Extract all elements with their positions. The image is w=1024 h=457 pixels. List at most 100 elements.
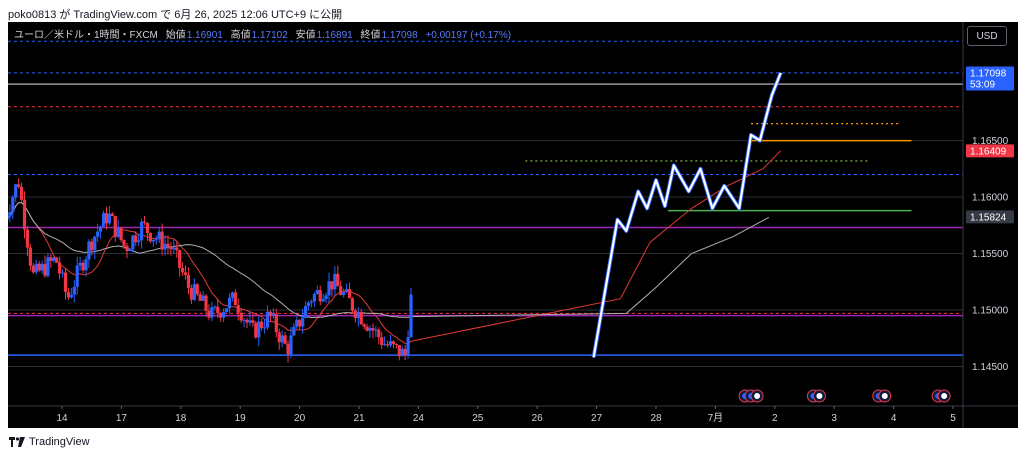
x-tick-label: 14: [56, 413, 68, 424]
candle-body: [227, 297, 232, 309]
price-label-bg: [966, 66, 1014, 91]
candle-body: [186, 275, 191, 288]
candle-body: [309, 301, 314, 303]
candle-body: [198, 294, 202, 301]
candle-body: [8, 216, 9, 220]
candle-body: [151, 239, 155, 242]
candle-body: [37, 263, 41, 271]
candle-body: [254, 322, 258, 338]
candle-body: [116, 227, 120, 237]
swing-path-outline: [591, 72, 783, 358]
candle-body: [104, 213, 109, 224]
low-value: 1.16891: [316, 30, 353, 41]
currency-button[interactable]: USD: [967, 26, 1007, 46]
chart-frame[interactable]: 1.14500 1.15000 1.15500 1.16000 1.16500 1.170…: [8, 22, 1018, 428]
low-label: 安値: [295, 30, 316, 41]
candle-body: [327, 281, 331, 296]
candle-body: [72, 286, 76, 295]
candle-body: [303, 306, 308, 318]
x-tick-label: 18: [175, 413, 187, 424]
candle-body: [69, 294, 73, 298]
candle-body: [181, 267, 185, 273]
price-label-bg: [966, 210, 1014, 224]
symbol-name: ユーロ／米ドル・1時間・FXCM: [14, 30, 158, 41]
x-tick-label: 24: [413, 413, 425, 424]
candle-body: [274, 313, 278, 333]
candle-body: [178, 250, 182, 268]
candle-body: [49, 257, 53, 261]
candle-body: [222, 312, 226, 318]
candle-body: [324, 295, 328, 300]
candle-body: [189, 287, 193, 300]
symbol-legend: ユーロ／米ドル・1時間・FXCM 始値1.16901 高値1.17102 安値1…: [14, 26, 511, 41]
price-chart[interactable]: 1.14500 1.15000 1.15500 1.16000 1.16500 1.170…: [8, 22, 1018, 428]
x-axis: 14 17 18 19 20 21 24 25 26 27 28 7月 2 3 4 5: [8, 405, 1018, 424]
candle-body: [330, 281, 334, 290]
ma-slow-line: [8, 201, 412, 318]
candle-body: [131, 235, 135, 250]
candle-body: [403, 348, 407, 356]
flag-icon: [941, 393, 948, 399]
candle-body: [101, 213, 106, 227]
candle-body: [84, 259, 88, 271]
footer-brand: TradingView: [29, 436, 90, 448]
candle-body: [283, 335, 287, 344]
candle-body: [169, 246, 173, 250]
candle-body: [339, 286, 343, 296]
candle-body: [125, 245, 129, 252]
candle-body: [148, 232, 153, 242]
candle-body: [43, 263, 47, 276]
candle-body: [365, 326, 369, 331]
x-tick-label: 2: [772, 413, 778, 424]
candle-body: [134, 235, 138, 243]
candle-body: [257, 321, 261, 338]
candle-body: [248, 320, 252, 323]
x-tick-label: 28: [650, 413, 662, 424]
x-tick-label: 20: [294, 413, 306, 424]
candle-body: [368, 328, 372, 331]
x-tick-label: 21: [353, 413, 365, 424]
candle-body: [172, 247, 176, 250]
open-value: 1.16901: [186, 30, 223, 41]
candle-body: [28, 247, 32, 266]
grid: [8, 140, 963, 367]
y-tick-label: 1.15000: [972, 306, 1009, 317]
candle-body: [342, 292, 346, 296]
y-tick-label: 1.15500: [972, 249, 1009, 260]
candle-body: [93, 236, 97, 251]
candle-body: [216, 306, 220, 313]
candle-body: [128, 249, 132, 252]
price-label-countdown: 53:09: [970, 80, 995, 91]
candle-body: [306, 302, 311, 307]
candle-body: [280, 335, 284, 343]
candle-body: [78, 262, 82, 266]
y-tick-label: 1.16500: [972, 136, 1009, 147]
price-label-bg: [966, 144, 1014, 158]
candle-body: [277, 332, 281, 343]
candle-body: [22, 199, 27, 230]
candle-body: [140, 221, 144, 241]
high-value: 1.17102: [251, 30, 288, 41]
x-tick-label: 25: [472, 413, 484, 424]
candle-body: [87, 241, 91, 260]
candle-body: [195, 284, 199, 295]
candle-body: [154, 239, 158, 241]
candle-body: [192, 284, 196, 300]
candle-body: [251, 320, 255, 323]
x-tick-label: 7月: [708, 412, 724, 424]
y-tick-label: 1.16000: [972, 193, 1009, 204]
candle-body: [110, 213, 114, 216]
candle-body: [17, 184, 21, 187]
x-tick-label: 5: [950, 413, 956, 424]
candle-body: [236, 305, 240, 313]
event-icons: [738, 389, 951, 403]
candle-body: [347, 289, 352, 299]
candle-body: [286, 343, 290, 355]
candle-body: [81, 262, 85, 271]
candle-body: [8, 212, 12, 217]
candle-body: [344, 289, 349, 293]
candle-body: [122, 239, 126, 246]
candle-body: [359, 311, 363, 325]
candle-body: [213, 306, 217, 308]
candle-body: [383, 344, 387, 346]
